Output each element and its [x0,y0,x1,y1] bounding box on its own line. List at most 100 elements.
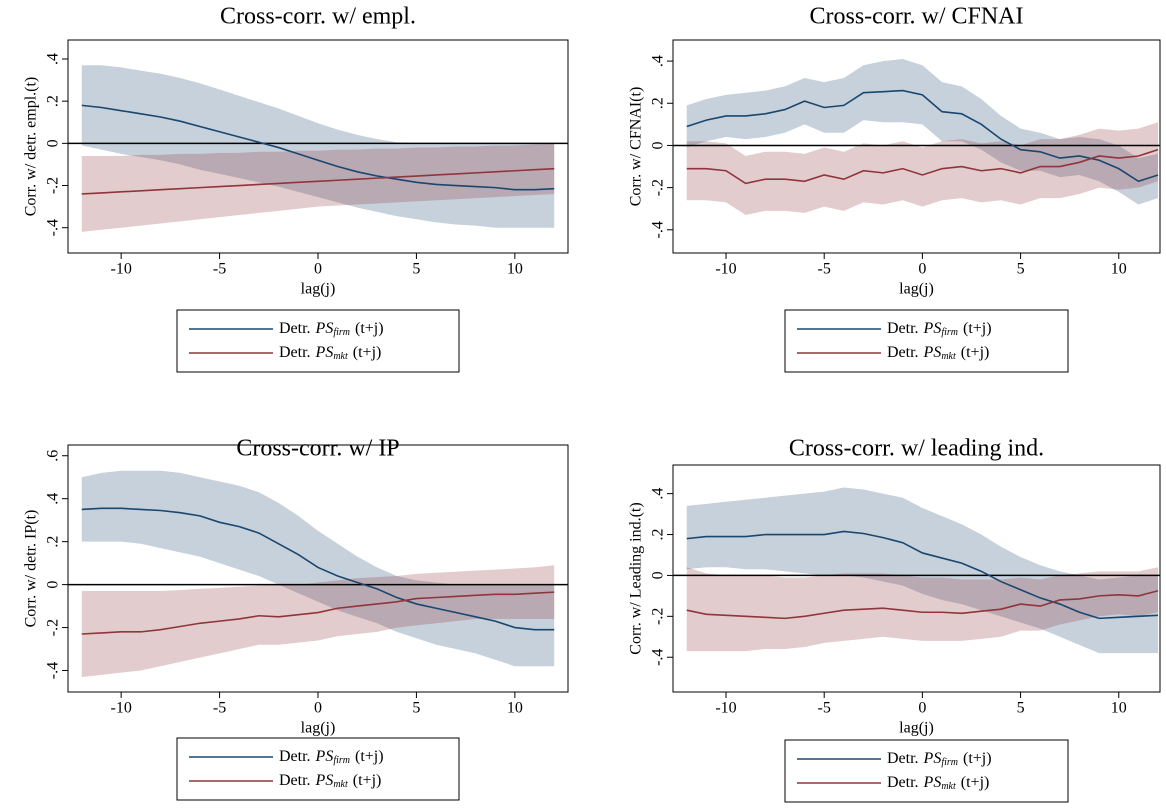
legend-prefix: Detr. [887,750,919,767]
legend-symbol: PS [315,344,334,361]
y-tick-label: .4 [650,488,667,500]
plot-frame [672,39,1161,254]
confidence-band [686,487,1159,654]
y-tick-label: 0 [650,141,667,149]
y-tick-label: .2 [650,529,667,541]
x-tick-label: -10 [715,700,736,717]
x-tick-label: 0 [918,261,926,278]
confidence-band [81,470,555,667]
y-tick-label: .2 [45,536,62,548]
legend-suffix: (t+j) [353,344,382,361]
legend-prefix: Detr. [279,772,311,789]
legend-label: Detr. PSfirm (t+j) [279,748,384,767]
legend-prefix: Detr. [279,748,311,765]
legend-prefix: Detr. [887,320,919,337]
legend-box [784,739,1069,803]
series-line [81,167,555,195]
confidence-band [686,567,1159,652]
legend-subscript: mkt [941,781,956,792]
legend-label: Detr. PSmkt (t+j) [887,344,989,363]
y-tick-label: .4 [45,493,62,505]
series-line [686,589,1159,620]
legend-prefix: Detr. [887,344,919,361]
legend-suffix: (t+j) [963,750,992,767]
confidence-band [686,58,1159,205]
x-tick-label: 0 [314,700,322,717]
series-line [81,104,555,191]
series-line [81,591,555,635]
legend: Detr. PSfirm (t+j)Detr. PSmkt (t+j) [784,309,1069,373]
y-tick-label: .4 [650,55,667,67]
x-axis-label: lag(j) [899,281,934,298]
chart-title: Cross-corr. w/ IP [236,436,399,462]
y-tick-label: 0 [650,571,667,579]
panel: Cross-corr. w/ CFNAI -.4 -.2 0 .2 .4 -10 -5 0 5 10… [628,4,1161,373]
legend-label: Detr. PSmkt (t+j) [279,772,381,791]
chart-title: Cross-corr. w/ CFNAI [810,4,1024,30]
legend-subscript: mkt [333,351,348,362]
x-tick-label: 10 [1111,700,1127,717]
plot-frame [672,464,1161,693]
x-tick-label: 5 [1017,700,1025,717]
x-tick-label: 10 [1111,261,1127,278]
legend-subscript: firm [941,757,958,768]
legend-box [784,309,1069,373]
y-axis-label: Corr. w/ detr. IP(t) [23,510,40,628]
confidence-band [81,565,555,677]
y-tick-label: .4 [45,53,62,65]
legend-label: Detr. PSfirm (t+j) [887,750,992,769]
panel: Cross-corr. w/ empl. -.4 -.2 0 .2 .4 -10 -5 0 5 10… [23,4,569,373]
y-tick-label: -.2 [650,608,667,625]
series-line [686,148,1159,185]
y-axis-label: Corr. w/ CFNAI(t) [628,87,645,207]
legend-label: Detr. PSfirm (t+j) [887,320,992,339]
panel: Cross-corr. w/ leading ind. -.4 -.2 0 .2 .4 -1… [628,436,1161,803]
x-tick-label: -5 [213,261,226,278]
legend-symbol: PS [315,320,334,337]
legend-symbol: PS [923,344,942,361]
x-tick-label: 5 [412,700,420,717]
legend-symbol: PS [923,774,942,791]
legend-prefix: Detr. [887,774,919,791]
y-tick-label: -.4 [45,662,62,679]
legend-symbol: PS [923,320,942,337]
y-tick-label: .6 [45,450,62,462]
legend-symbol: PS [315,772,334,789]
y-axis-label: Corr. w/ detr. empl.(t) [23,77,40,217]
x-tick-label: 10 [507,700,523,717]
legend-suffix: (t+j) [961,344,990,361]
panel: Cross-corr. w/ IP -.4 -.2 0 .2 .4 .6 -10 -5 0 5 10 l… [23,436,569,801]
legend-symbol: PS [923,750,942,767]
legend-subscript: firm [333,327,350,338]
y-tick-label: .2 [45,95,62,107]
legend-prefix: Detr. [279,344,311,361]
legend-suffix: (t+j) [353,772,382,789]
x-tick-label: -5 [213,700,226,717]
x-tick-label: -10 [715,261,736,278]
y-axis-label: Corr. w/ Leading ind.(t) [628,502,645,654]
legend-symbol: PS [315,748,334,765]
legend: Detr. PSfirm (t+j)Detr. PSmkt (t+j) [176,309,460,373]
y-tick-label: -.4 [650,221,667,238]
x-tick-label: 0 [314,261,322,278]
y-tick-label: 0 [45,139,62,147]
legend-subscript: firm [333,755,350,766]
series-line [81,507,555,631]
y-tick-label: -.2 [45,619,62,636]
legend-suffix: (t+j) [355,320,384,337]
legend: Detr. PSfirm (t+j)Detr. PSmkt (t+j) [176,737,460,801]
x-axis-label: lag(j) [301,720,336,737]
x-tick-label: -5 [818,700,831,717]
x-axis-label: lag(j) [301,281,336,298]
legend-subscript: firm [941,327,958,338]
chart-title: Cross-corr. w/ empl. [220,4,416,30]
x-tick-label: 0 [918,700,926,717]
y-tick-label: -.2 [45,177,62,194]
y-tick-label: -.2 [650,179,667,196]
y-tick-label: -.4 [650,649,667,666]
x-tick-label: 5 [1017,261,1025,278]
legend-box [176,737,460,801]
legend-suffix: (t+j) [355,748,384,765]
x-tick-label: 5 [412,261,420,278]
